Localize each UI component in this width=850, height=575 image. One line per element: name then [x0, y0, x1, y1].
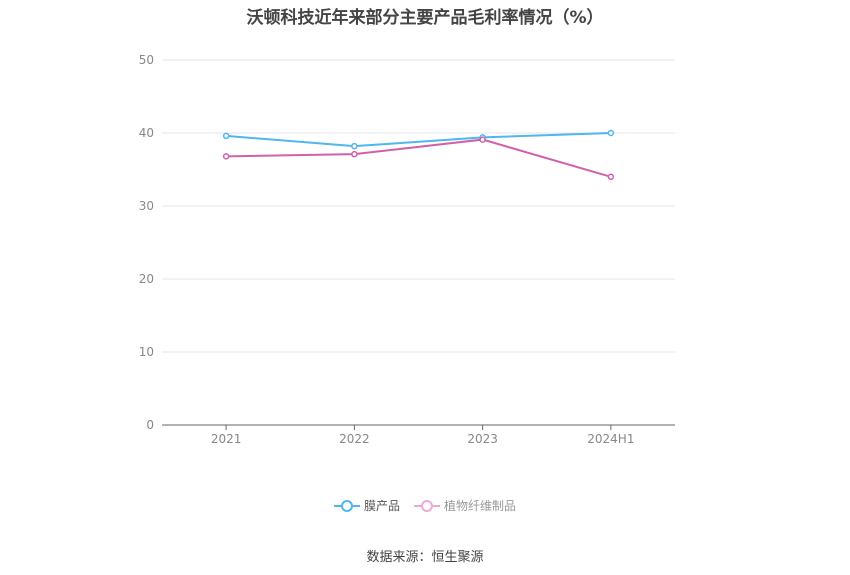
series-group	[222, 129, 615, 181]
y-tick-label: 10	[139, 345, 154, 359]
legend-label: 植物纤维制品	[444, 499, 517, 513]
y-tick-label: 30	[139, 199, 154, 213]
y-axis-ticks: 0 10 20 30 40 50	[139, 53, 154, 432]
series-line	[226, 138, 612, 178]
legend-item[interactable]: 膜产品	[333, 497, 400, 514]
data-point	[222, 153, 230, 160]
x-tick-label: 2023	[467, 432, 498, 446]
y-tick-label: 50	[139, 53, 154, 67]
data-point	[351, 142, 358, 150]
grid-lines	[162, 59, 675, 353]
data-point	[607, 129, 615, 137]
x-tick-label: 2024H1	[587, 432, 634, 446]
data-point	[351, 150, 358, 158]
series-line	[226, 132, 611, 148]
legend: 膜产品 植物纤维制品	[0, 497, 850, 514]
legend-item[interactable]: 植物纤维制品	[414, 497, 516, 514]
series-2	[222, 136, 615, 181]
legend-label: 膜产品	[363, 499, 400, 513]
data-point	[479, 136, 486, 143]
chart-title: 沃顿科技近年来部分主要产品毛利率情况（%）	[246, 8, 604, 28]
source-note: 数据来源：恒生聚源	[366, 550, 484, 565]
series-1	[222, 129, 615, 150]
y-tick-label: 40	[139, 126, 154, 140]
y-tick-label: 20	[139, 272, 154, 286]
x-tick-label: 2022	[339, 432, 370, 446]
data-point	[222, 132, 230, 140]
x-tick-label: 2021	[211, 432, 242, 446]
x-axis: 2021 2022 2023 2024H1	[162, 424, 675, 446]
data-point	[607, 173, 615, 181]
y-tick-label: 0	[146, 418, 154, 432]
legend-line-marker-icon	[333, 499, 360, 512]
line-chart: 0 10 20 30 40 50 2021 2022 2023 2024H1	[139, 53, 675, 446]
legend-line-marker-icon	[414, 499, 440, 512]
